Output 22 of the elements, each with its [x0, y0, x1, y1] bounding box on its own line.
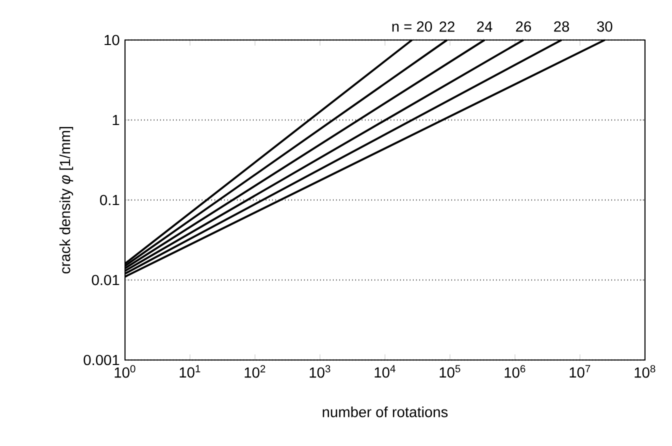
y-axis-title: crack density φ [1/mm]: [59, 126, 74, 274]
y-tick-label: 0.01: [92, 274, 120, 286]
series-label: n = 20: [392, 21, 432, 32]
x-tick-label: 10$^{1}$: [180, 365, 200, 378]
y-tick-label: 1: [112, 114, 120, 126]
series-label: 26: [516, 21, 531, 32]
y-tick-label: 10: [104, 34, 120, 46]
x-tick-label: 10$^{2}$: [244, 365, 266, 378]
y-tick-label: 0.1: [100, 194, 120, 206]
y-tick-label: 0.001: [84, 354, 120, 366]
x-tick-label: 10$^{8}$: [634, 365, 656, 378]
x-axis-title: number of rotations: [322, 406, 448, 418]
x-tick-label: 10$^{3}$: [310, 365, 330, 378]
x-tick-label: 10$^{0}$: [114, 365, 136, 378]
x-tick-label: 10$^{4}$: [374, 365, 396, 378]
series-label: 22: [440, 22, 454, 32]
x-tick-label: 10$^{6}$: [504, 365, 526, 378]
x-tick-label: 10$^{7}$: [570, 365, 590, 378]
series-label: 24: [477, 22, 492, 32]
x-tick-label: 10$^{5}$: [440, 365, 460, 378]
series-label: 28: [554, 21, 570, 32]
series-label: 30: [597, 21, 612, 32]
